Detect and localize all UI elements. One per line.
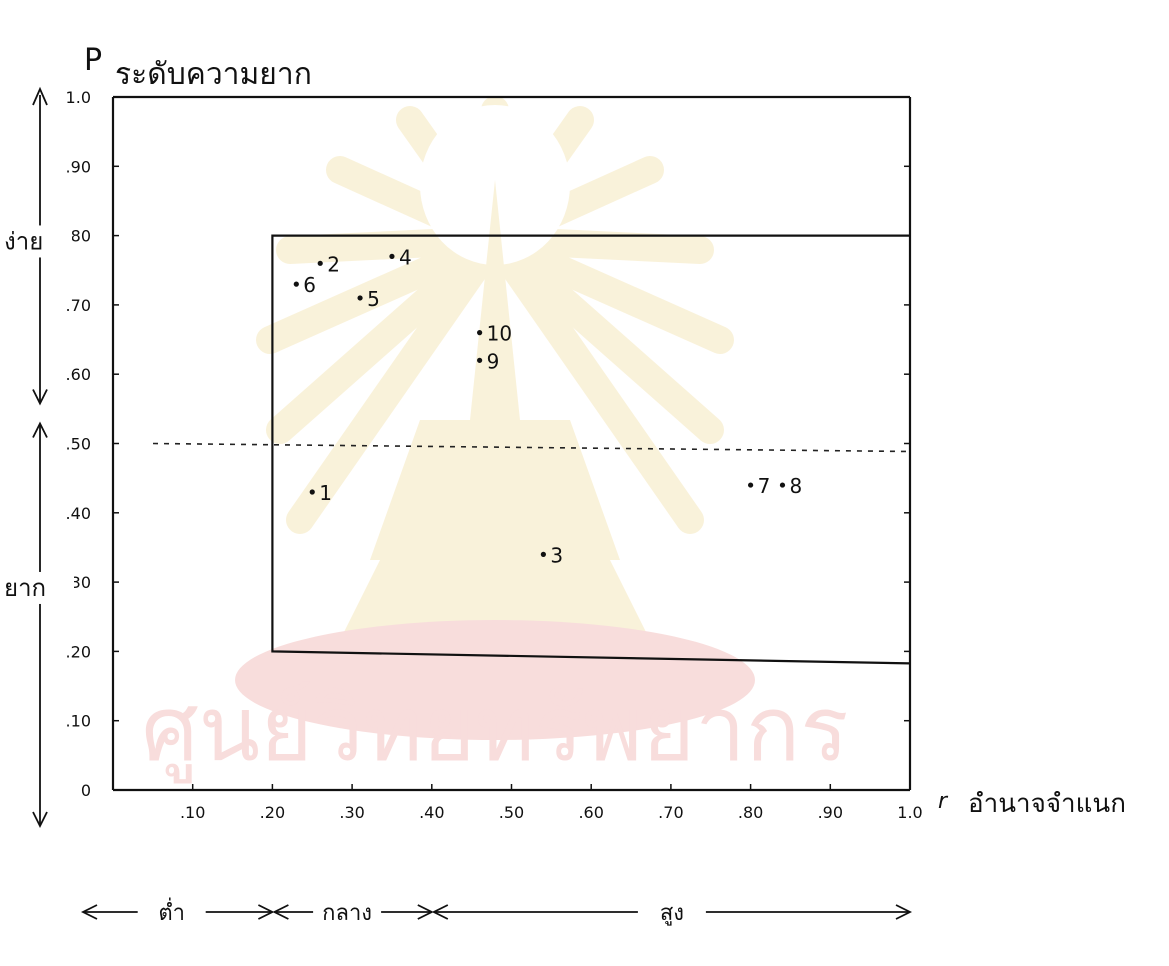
x-tick-label: .70 [658, 803, 683, 822]
data-point: 9 [477, 349, 499, 373]
x-region-arrow-left [431, 904, 449, 920]
data-point-label: 2 [327, 252, 340, 276]
data-point: 7 [748, 474, 770, 498]
x-tick-label: .40 [419, 803, 444, 822]
data-point: 10 [477, 322, 512, 346]
x-region-label: กลาง [322, 901, 372, 926]
x-tick-label: .20 [260, 803, 285, 822]
data-point: 4 [389, 245, 412, 269]
data-point-dot [293, 281, 299, 287]
x-axis-title: อำนาจจำแนก [968, 789, 1126, 819]
data-point-dot [779, 482, 786, 488]
x-region-label-bg [137, 892, 206, 926]
data-point-dot [389, 253, 395, 259]
data-point-label: 9 [487, 349, 500, 373]
data-point-label: 3 [550, 543, 563, 567]
easy-arrow-head-up [32, 86, 48, 106]
easy-label-bg [2, 225, 72, 258]
data-point-dot [540, 551, 546, 557]
reference-line [152, 442, 911, 453]
data-point-dot [477, 357, 483, 363]
data-point-label: 10 [487, 322, 512, 346]
y-tick-label: .90 [66, 157, 91, 176]
difficulty-cutoff-line [152, 442, 911, 453]
data-point-label: 5 [367, 287, 380, 311]
x-region-arrow-left [80, 904, 98, 920]
y-tick-label: .10 [66, 712, 91, 731]
data-point-dot [317, 260, 323, 266]
hard-arrow-head-down [32, 811, 48, 829]
hard-label-bg [2, 571, 74, 604]
y-tick-label: .20 [66, 642, 91, 661]
x-tick-label: .60 [578, 803, 603, 822]
y-tick-label: .40 [66, 504, 91, 523]
data-point-label: 4 [399, 245, 412, 269]
data-point-label: 1 [319, 481, 332, 505]
x-region-arrow-right [895, 904, 913, 920]
y-tick-label: 1.0 [66, 88, 91, 107]
x-tick-label: .10 [180, 803, 205, 822]
acceptance-region-border [271, 234, 911, 665]
data-point-dot [357, 295, 363, 301]
y-tick-label: .50 [66, 435, 91, 454]
data-points: 1 2 3 45 6 7 8 9 10 [293, 245, 802, 567]
data-point-label: 6 [303, 273, 316, 297]
x-region: สูง [431, 892, 913, 926]
hard-arrow-head-up [32, 421, 48, 438]
x-region: ต่ำ [80, 892, 275, 926]
data-point-label: 8 [789, 474, 802, 498]
x-tick-label: .30 [339, 803, 364, 822]
acceptance-region [271, 234, 911, 665]
data-point: 8 [779, 474, 802, 498]
easy-arrow-head-down [32, 389, 48, 406]
data-point-dot [309, 489, 315, 495]
x-region-label: สูง [660, 901, 684, 926]
x-region-label: ต่ำ [158, 897, 185, 926]
easy-label: ง่าย [4, 227, 43, 255]
annotations: P ระดับความยาก r อำนาจจำแนก [84, 43, 1126, 819]
x-region-label-bg [313, 892, 382, 926]
data-point-label: 7 [758, 474, 771, 498]
x-tick-label: .90 [818, 803, 843, 822]
data-point-dot [748, 482, 754, 488]
data-point: 5 [357, 287, 380, 311]
plot-frame [113, 95, 912, 790]
x-symbol: r [938, 789, 949, 814]
y-axis-title: ระดับความยาก [115, 57, 312, 92]
y-tick-label: .60 [66, 365, 91, 384]
axes [111, 96, 911, 792]
x-tick-label: .80 [738, 803, 763, 822]
data-point: 6 [293, 273, 316, 297]
x-tick-labels: .10 .20 .30 .40 .50 .60 .70 .80 .90 1.0 [180, 803, 923, 822]
data-point: 2 [317, 252, 340, 276]
data-point: 3 [540, 543, 563, 567]
hard-label: ยาก [4, 574, 46, 602]
data-point-dot [477, 330, 483, 336]
data-point: 1 [309, 481, 332, 505]
x-region: กลาง [272, 892, 434, 926]
y-symbol: P [84, 43, 102, 78]
x-tick-label: .50 [499, 803, 524, 822]
y-tick-labels: 0.10.20.30.40.50.60.70.80.901.0 [66, 88, 91, 800]
x-tick-label: 1.0 [897, 803, 922, 822]
x-region-label-bg [637, 892, 706, 926]
x-region-arrow-left [272, 904, 289, 920]
y-tick-label: 0 [81, 781, 91, 800]
y-tick-label: .70 [66, 296, 91, 315]
